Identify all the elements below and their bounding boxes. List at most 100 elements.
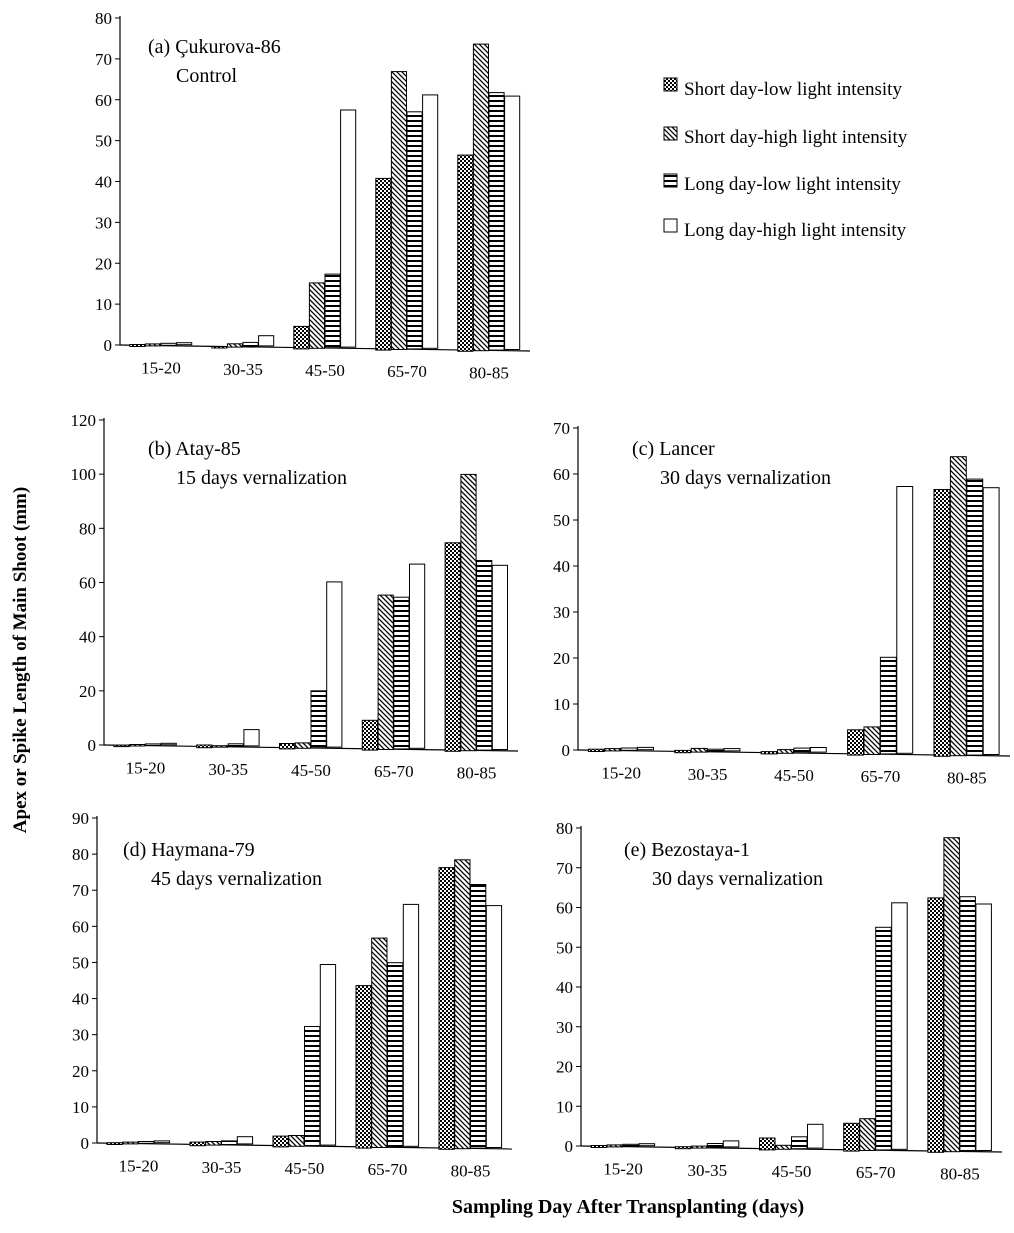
bar-sd-high-45-50 bbox=[775, 1144, 792, 1150]
y-tick-label: 10 bbox=[95, 295, 112, 314]
bar-sd-high-15-20 bbox=[604, 748, 622, 752]
bar-ld-low-45-50 bbox=[324, 273, 341, 349]
chart-panel-a: (a) Çukurova-86 Control 0 10 20 30 40 50 60 70 80 1… bbox=[95, 9, 531, 382]
bar-sd-low-15-20 bbox=[113, 744, 130, 748]
bar-ld-low-65-70 bbox=[879, 656, 897, 755]
bar-ld-high-80-85 bbox=[485, 905, 503, 1148]
bar-ld-low-15-20 bbox=[160, 342, 177, 346]
bar-sd-low-45-50 bbox=[759, 1137, 776, 1151]
y-tick-label: 30 bbox=[72, 1026, 89, 1045]
bar-sd-high-15-20 bbox=[144, 343, 161, 347]
y-tick-label: 20 bbox=[72, 1062, 89, 1081]
bar-ld-high-65-70 bbox=[891, 902, 908, 1150]
panel-title: (c) Lancer bbox=[632, 438, 715, 460]
y-tick-label: 20 bbox=[95, 254, 112, 273]
x-tick-label: 80-85 bbox=[947, 768, 987, 787]
y-tick-label: 10 bbox=[72, 1098, 89, 1117]
bar-sd-high-15-20 bbox=[129, 744, 146, 747]
bar-sd-low-15-20 bbox=[129, 344, 146, 347]
legend: Short day-low light intensity Short day-… bbox=[663, 77, 908, 241]
legend-swatch-blank bbox=[663, 218, 678, 233]
y-tick-label: 50 bbox=[556, 938, 573, 957]
y-tick-label: 80 bbox=[556, 819, 573, 838]
legend-label: Long day-low light intensity bbox=[684, 174, 901, 195]
x-tick-label: 65-70 bbox=[387, 362, 427, 381]
bar-sd-low-65-70 bbox=[847, 729, 864, 756]
y-tick-label: 10 bbox=[553, 695, 570, 714]
bar-ld-low-30-35 bbox=[242, 341, 259, 347]
x-tick-label: 15-20 bbox=[601, 764, 641, 783]
bar-sd-low-65-70 bbox=[361, 719, 378, 751]
x-tick-label: 30-35 bbox=[208, 760, 248, 779]
x-tick-label: 15-20 bbox=[141, 359, 181, 378]
bar-ld-high-15-20 bbox=[153, 1140, 171, 1144]
y-tick-label: 50 bbox=[72, 953, 89, 972]
bar-ld-low-80-85 bbox=[966, 478, 984, 756]
x-tick-label: 30-35 bbox=[688, 765, 728, 784]
bar-ld-high-30-35 bbox=[722, 1140, 740, 1148]
legend-label: Short day-low light intensity bbox=[684, 79, 902, 100]
bar-sd-low-30-35 bbox=[211, 346, 228, 349]
bar-ld-low-45-50 bbox=[793, 747, 811, 754]
y-tick-label: 90 bbox=[72, 809, 89, 828]
bar-sd-low-65-70 bbox=[375, 177, 392, 351]
legend-swatch-diag bbox=[663, 126, 678, 141]
bar-sd-low-15-20 bbox=[106, 1142, 123, 1145]
bar-sd-high-65-70 bbox=[859, 1118, 876, 1151]
bar-ld-low-80-85 bbox=[470, 884, 487, 1149]
bar-sd-high-80-85 bbox=[460, 473, 477, 752]
bar-sd-high-80-85 bbox=[472, 43, 489, 352]
bar-ld-high-80-85 bbox=[982, 487, 1000, 755]
bar-ld-low-65-70 bbox=[387, 962, 404, 1148]
panel-subtitle: 30 days vernalization bbox=[652, 868, 823, 890]
bar-ld-low-15-20 bbox=[622, 1143, 640, 1147]
x-tick-label: 30-35 bbox=[202, 1158, 242, 1177]
y-tick-label: 40 bbox=[72, 990, 89, 1009]
y-axis-title: Apex or Spike Length of Main Shoot (mm) bbox=[10, 487, 31, 833]
bar-ld-low-30-35 bbox=[706, 1143, 724, 1148]
bar-sd-low-65-70 bbox=[843, 1122, 860, 1152]
bar-sd-high-65-70 bbox=[371, 937, 388, 1148]
bar-sd-high-30-35 bbox=[690, 1145, 708, 1149]
bar-ld-high-80-85 bbox=[491, 564, 508, 750]
y-tick-label: 70 bbox=[553, 419, 570, 438]
y-tick-label: 50 bbox=[95, 132, 112, 151]
bar-sd-low-80-85 bbox=[444, 542, 461, 752]
y-tick-label: 40 bbox=[556, 978, 573, 997]
x-tick-label: 45-50 bbox=[305, 361, 345, 380]
y-tick-label: 40 bbox=[553, 557, 570, 576]
y-tick-label: 20 bbox=[79, 682, 96, 701]
x-tick-label: 65-70 bbox=[368, 1160, 408, 1179]
legend-swatch-checker bbox=[663, 77, 678, 92]
bar-ld-high-65-70 bbox=[402, 903, 420, 1147]
bar-ld-high-45-50 bbox=[809, 747, 827, 753]
x-tick-label: 45-50 bbox=[772, 1162, 812, 1181]
y-tick-label: 70 bbox=[556, 859, 573, 878]
bar-ld-high-15-20 bbox=[176, 342, 193, 346]
bar-ld-low-45-50 bbox=[310, 690, 327, 749]
x-tick-label: 80-85 bbox=[457, 763, 497, 782]
y-tick-label: 20 bbox=[556, 1058, 573, 1077]
x-tick-label: 30-35 bbox=[223, 360, 263, 379]
y-tick-label: 100 bbox=[71, 465, 97, 484]
bar-sd-high-45-50 bbox=[288, 1135, 305, 1147]
y-tick-label: 50 bbox=[553, 511, 570, 530]
bar-sd-high-45-50 bbox=[294, 742, 311, 749]
legend-item-long-day-high-light: Long day-high light intensity bbox=[663, 218, 907, 241]
bar-sd-high-15-20 bbox=[606, 1144, 624, 1148]
panel-title: (e) Bezostaya-1 bbox=[624, 839, 750, 861]
bar-sd-low-15-20 bbox=[590, 1145, 608, 1148]
legend-item-short-day-high-light: Short day-high light intensity bbox=[663, 126, 908, 148]
bar-ld-high-65-70 bbox=[409, 563, 426, 749]
y-tick-label: 0 bbox=[88, 736, 97, 755]
x-tick-label: 45-50 bbox=[285, 1159, 325, 1178]
bar-ld-high-30-35 bbox=[258, 335, 275, 347]
y-tick-label: 60 bbox=[95, 91, 112, 110]
bar-ld-low-15-20 bbox=[138, 1141, 155, 1144]
bar-sd-low-30-35 bbox=[674, 749, 692, 754]
chart-panel-b: (b) Atay-85 15 days vernalization 0 20 40 60 8… bbox=[71, 411, 519, 782]
bar-ld-low-65-70 bbox=[406, 111, 423, 350]
bar-sd-high-65-70 bbox=[377, 594, 394, 750]
chart-panel-c: (c) Lancer 30 days vernalization 0 10 20 30 40… bbox=[553, 419, 1011, 787]
